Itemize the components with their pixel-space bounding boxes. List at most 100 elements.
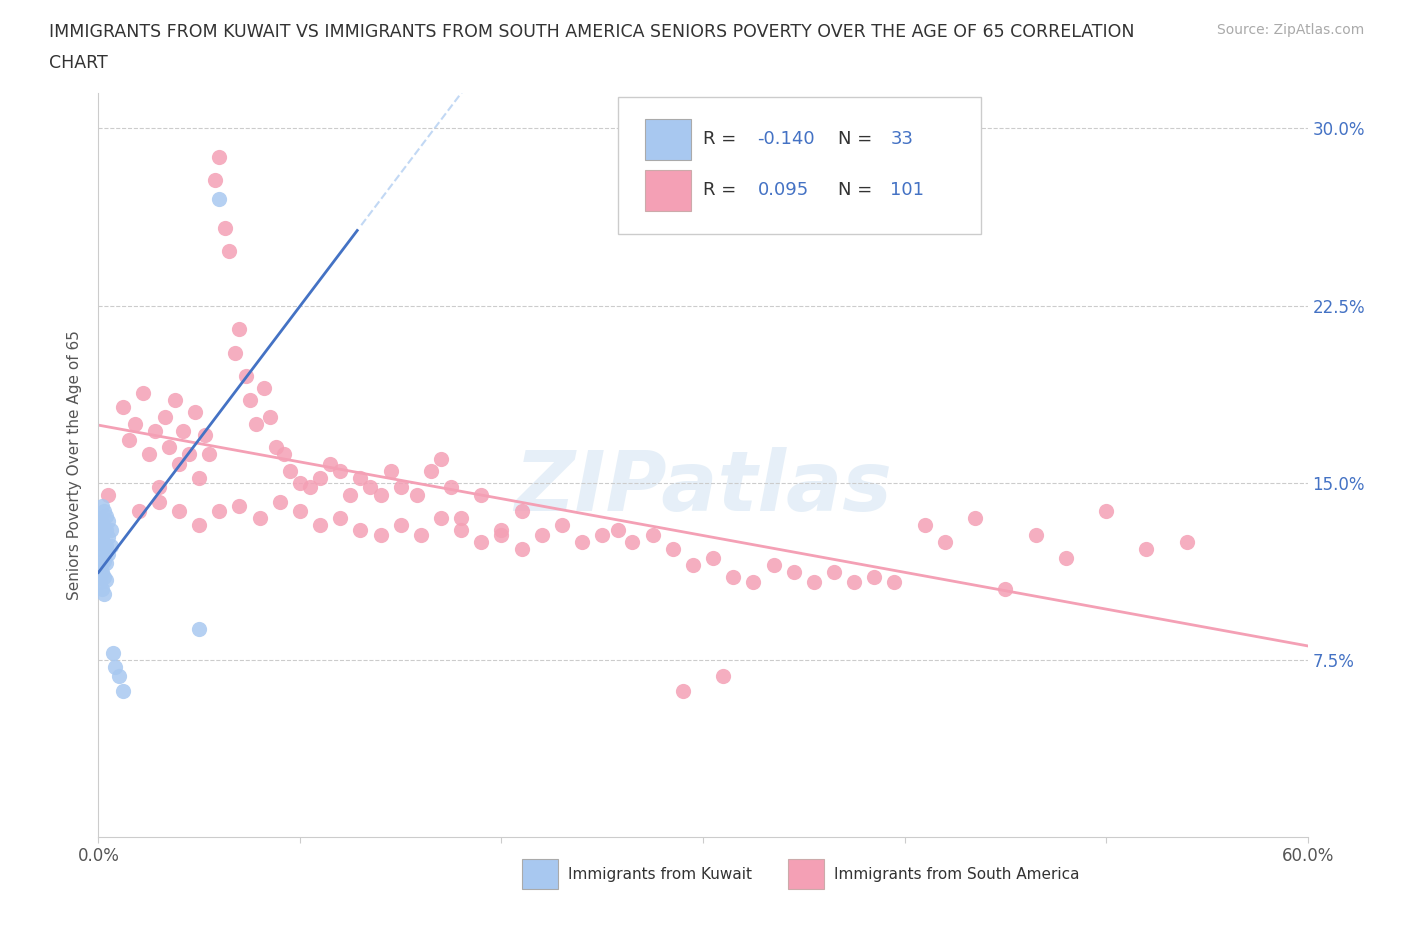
Point — [288, 504, 311, 519]
Point — [148, 480, 170, 495]
FancyBboxPatch shape — [619, 97, 981, 234]
Point — [510, 504, 533, 519]
Point — [172, 423, 194, 438]
Text: CHART: CHART — [49, 54, 108, 72]
Y-axis label: Seniors Poverty Over the Age of 65: Seniors Poverty Over the Age of 65 — [67, 330, 83, 600]
Point — [329, 511, 352, 525]
Point — [100, 539, 122, 554]
Point — [914, 518, 936, 533]
Text: IMMIGRANTS FROM KUWAIT VS IMMIGRANTS FROM SOUTH AMERICA SENIORS POVERTY OVER THE: IMMIGRANTS FROM KUWAIT VS IMMIGRANTS FRO… — [49, 23, 1135, 41]
Point — [157, 440, 180, 455]
Text: N =: N = — [838, 180, 879, 199]
Point — [380, 463, 402, 478]
Point — [89, 575, 111, 590]
Point — [823, 565, 845, 580]
Point — [309, 518, 332, 533]
Point — [994, 581, 1017, 596]
Point — [370, 487, 392, 502]
Point — [97, 546, 120, 561]
Point — [723, 570, 745, 585]
Point — [491, 523, 513, 538]
Point — [96, 539, 118, 554]
Point — [349, 523, 371, 538]
Point — [138, 447, 160, 462]
Point — [91, 546, 114, 561]
Point — [430, 511, 453, 525]
Point — [96, 572, 118, 587]
Point — [682, 558, 704, 573]
Point — [132, 386, 155, 401]
Text: 101: 101 — [890, 180, 924, 199]
Point — [571, 535, 593, 550]
Point — [253, 380, 276, 395]
Point — [349, 471, 371, 485]
Point — [188, 518, 211, 533]
Point — [93, 570, 115, 585]
Point — [420, 463, 443, 478]
Point — [208, 150, 231, 165]
Point — [91, 565, 114, 580]
Point — [360, 480, 382, 495]
Text: -0.140: -0.140 — [758, 130, 815, 148]
Point — [208, 504, 231, 519]
Point — [100, 523, 122, 538]
Text: Source: ZipAtlas.com: Source: ZipAtlas.com — [1216, 23, 1364, 37]
Point — [239, 392, 262, 407]
Point — [228, 322, 250, 337]
Point — [163, 392, 186, 407]
Point — [93, 553, 115, 568]
Text: R =: R = — [703, 130, 742, 148]
Point — [93, 537, 115, 551]
Point — [1054, 551, 1077, 565]
Point — [591, 527, 613, 542]
Point — [269, 494, 291, 509]
Point — [93, 520, 115, 535]
Point — [249, 511, 271, 525]
Point — [218, 244, 240, 259]
Text: 0.095: 0.095 — [758, 180, 808, 199]
Point — [153, 409, 176, 424]
Point — [803, 575, 825, 590]
Point — [224, 345, 246, 360]
Point — [672, 684, 695, 698]
Point — [762, 558, 785, 573]
Point — [96, 523, 118, 538]
Point — [89, 558, 111, 573]
Point — [96, 509, 118, 524]
Point — [1095, 504, 1118, 519]
Point — [143, 423, 166, 438]
Text: Immigrants from South America: Immigrants from South America — [834, 867, 1078, 882]
Point — [641, 527, 664, 542]
Point — [89, 511, 111, 525]
FancyBboxPatch shape — [522, 859, 558, 889]
Point — [89, 527, 111, 542]
Point — [259, 409, 281, 424]
Point — [167, 504, 190, 519]
Point — [742, 575, 765, 590]
Point — [93, 504, 115, 519]
Text: 33: 33 — [890, 130, 914, 148]
Point — [91, 529, 114, 544]
Text: ZIPatlas: ZIPatlas — [515, 446, 891, 528]
Point — [111, 400, 134, 415]
Point — [470, 487, 492, 502]
Point — [607, 523, 630, 538]
Point — [97, 529, 120, 544]
Point — [319, 457, 342, 472]
Point — [194, 428, 217, 443]
Point — [405, 487, 427, 502]
Point — [278, 463, 301, 478]
Point — [450, 511, 472, 525]
Point — [118, 432, 141, 447]
Point — [97, 487, 120, 502]
Point — [214, 220, 236, 235]
Point — [430, 452, 453, 467]
Point — [188, 622, 211, 637]
FancyBboxPatch shape — [645, 119, 690, 160]
Point — [264, 440, 287, 455]
Point — [491, 527, 513, 542]
Point — [530, 527, 553, 542]
Point — [179, 447, 201, 462]
Point — [228, 498, 250, 513]
Point — [470, 535, 492, 550]
